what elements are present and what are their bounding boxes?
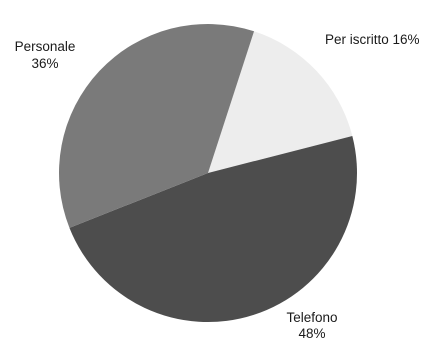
slice-label-personale: Personale bbox=[15, 39, 76, 54]
slice-value-telefono: 48% bbox=[298, 326, 325, 341]
pie-slice-telefono bbox=[69, 135, 358, 323]
pie-slices bbox=[58, 23, 358, 323]
slice-label-per-iscritto: Per iscritto 16% bbox=[325, 32, 420, 47]
pie-slice-per-iscritto bbox=[208, 31, 353, 173]
slice-label-telefono: Telefono bbox=[286, 310, 337, 325]
slice-value-personale: 36% bbox=[31, 56, 58, 71]
pie-slice-personale bbox=[58, 23, 255, 228]
